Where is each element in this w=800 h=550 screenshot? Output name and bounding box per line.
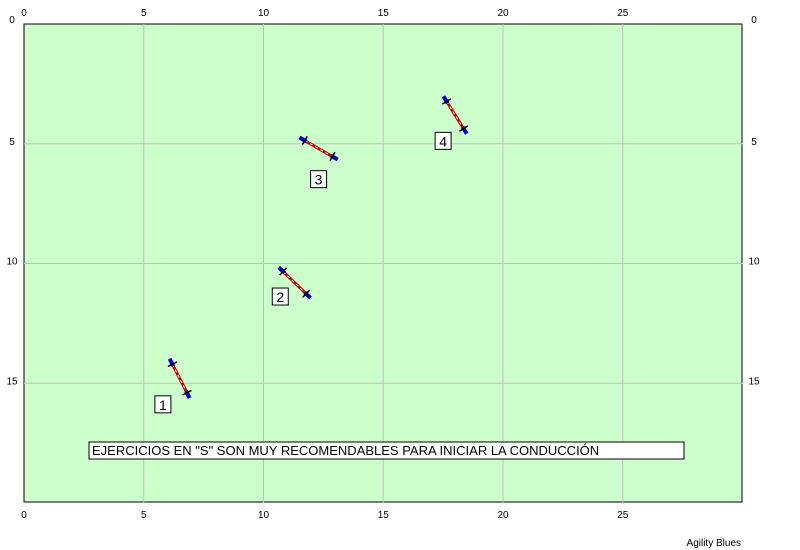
y-tick-right: 10 (748, 257, 760, 268)
jump-post (301, 135, 308, 146)
note-box: EJERCICIOS EN "S" SON MUY RECOMENDABLES … (88, 441, 685, 460)
jump-post (329, 151, 336, 162)
x-tick-top: 5 (141, 8, 147, 19)
x-tick-bottom: 10 (258, 510, 270, 521)
y-tick-right: 5 (751, 137, 757, 148)
obstacles-layer: 1 2 3 4 (154, 94, 471, 414)
x-tick-bottom: 15 (378, 510, 390, 521)
x-tick-top: 25 (617, 8, 629, 19)
jump-post (458, 125, 469, 132)
x-tick-top: 20 (497, 8, 509, 19)
jump-obstacle[interactable] (439, 94, 471, 137)
x-tick-bottom: 0 (21, 510, 27, 521)
jump-obstacle[interactable] (165, 357, 194, 401)
y-tick-right: 0 (751, 15, 757, 26)
obstacle-number: 1 (159, 397, 167, 413)
y-tick-left: 15 (6, 376, 18, 387)
x-tick-top: 15 (378, 8, 390, 19)
grid-lines (24, 24, 743, 503)
x-tick-bottom: 20 (497, 510, 509, 521)
obstacle-number-box (310, 170, 328, 189)
y-tick-left: 5 (9, 137, 15, 148)
jump-post (167, 361, 178, 368)
jump-obstacle[interactable] (297, 133, 340, 164)
obstacle-number-box (271, 287, 289, 306)
x-tick-top: 0 (21, 8, 27, 19)
jump-post (302, 289, 311, 298)
obstacle-number-box (434, 131, 452, 150)
credit-label: Agility Blues (687, 538, 741, 549)
x-tick-bottom: 5 (141, 510, 147, 521)
obstacle-number: 2 (276, 289, 284, 305)
jump-obstacle[interactable] (275, 264, 314, 302)
x-tick-top: 10 (258, 8, 270, 19)
x-tick-bottom: 25 (617, 510, 629, 521)
jump-post (279, 267, 288, 276)
obstacle-number: 4 (439, 133, 447, 149)
obstacle-number-box (154, 395, 172, 414)
obstacle-number: 3 (315, 172, 323, 188)
y-tick-right: 15 (748, 376, 760, 387)
y-tick-left: 0 (9, 15, 15, 26)
y-tick-left: 10 (6, 257, 18, 268)
jump-post (182, 389, 192, 396)
jump-post (441, 98, 452, 105)
note-text: EJERCICIOS EN "S" SON MUY RECOMENDABLES … (92, 443, 599, 458)
